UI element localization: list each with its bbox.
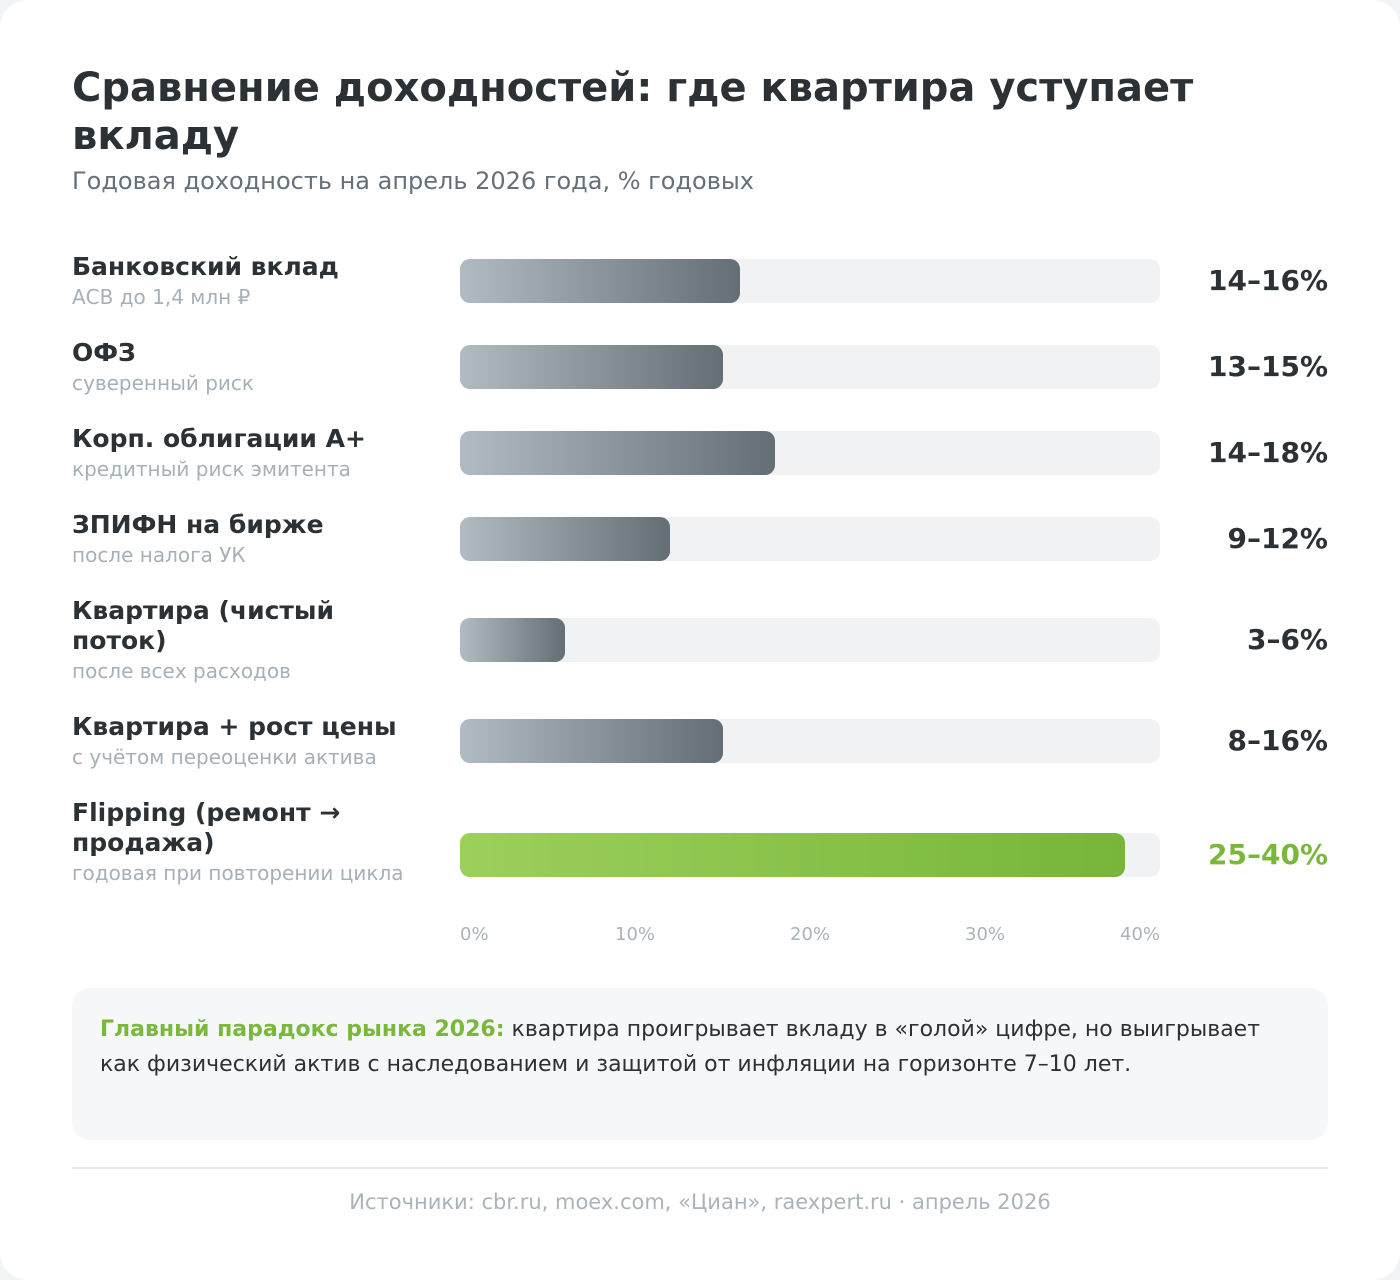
- row-label: Квартира (чистый поток): [72, 596, 335, 655]
- bar-track: [460, 618, 1160, 662]
- bar-track: [460, 517, 1160, 561]
- bar-value-label: 9–12%: [1227, 522, 1328, 555]
- bar: [460, 618, 565, 662]
- row-note: после всех расходов: [72, 659, 291, 683]
- row-note: после налога УК: [72, 543, 246, 567]
- x-tick-label: 10%: [615, 924, 656, 945]
- bar-value-label: 14–16%: [1208, 264, 1328, 297]
- x-tick-label: 30%: [965, 924, 1006, 945]
- bar-track: [460, 719, 1160, 763]
- bar-value-label: 14–18%: [1208, 436, 1328, 469]
- row-label: Банковский вклад: [72, 252, 339, 281]
- row-label: Flipping (ремонт → продажа): [72, 798, 341, 857]
- sources-footer: Источники: cbr.ru, moex.com, «Циан», rae…: [349, 1190, 1051, 1214]
- row-label: ЗПИФН на бирже: [72, 510, 324, 539]
- bar: [460, 517, 670, 561]
- bar: [460, 345, 723, 389]
- row-note: АСВ до 1,4 млн ₽: [72, 285, 251, 309]
- row-label: ОФЗ: [72, 338, 136, 367]
- row-note: суверенный риск: [72, 371, 254, 395]
- bar-value-label: 8–16%: [1227, 724, 1328, 757]
- footer-divider: [72, 1167, 1328, 1169]
- bar-track: [460, 345, 1160, 389]
- callout-box: Главный парадокс рынка 2026: квартира пр…: [72, 988, 1328, 1140]
- row-note: кредитный риск эмитента: [72, 457, 351, 481]
- bar-track: [460, 833, 1160, 877]
- bar: [460, 259, 740, 303]
- bar: [460, 833, 1125, 877]
- row-label: Квартира + рост цены: [72, 712, 397, 741]
- row-note: с учётом переоценки актива: [72, 745, 377, 769]
- row-label: Корп. облигации A+: [72, 424, 366, 453]
- x-tick-label: 40%: [1120, 924, 1161, 945]
- bar-value-label: 25–40%: [1208, 838, 1328, 871]
- chart-subtitle: Годовая доходность на апрель 2026 года, …: [72, 167, 754, 195]
- callout-lead: Главный парадокс рынка 2026:: [100, 1017, 505, 1042]
- bar: [460, 431, 775, 475]
- bar-track: [460, 431, 1160, 475]
- bar-value-label: 3–6%: [1246, 623, 1328, 656]
- chart-title: Сравнение доходностей: где квартира усту…: [72, 65, 1194, 159]
- x-tick-label: 0%: [460, 924, 489, 945]
- x-tick-label: 20%: [790, 924, 831, 945]
- bar-track: [460, 259, 1160, 303]
- bar-value-label: 13–15%: [1208, 350, 1328, 383]
- row-note: годовая при повторении цикла: [72, 861, 404, 885]
- bar: [460, 719, 723, 763]
- callout-text: квартира проигрывает вкладу в «голой» ци…: [100, 1017, 1261, 1077]
